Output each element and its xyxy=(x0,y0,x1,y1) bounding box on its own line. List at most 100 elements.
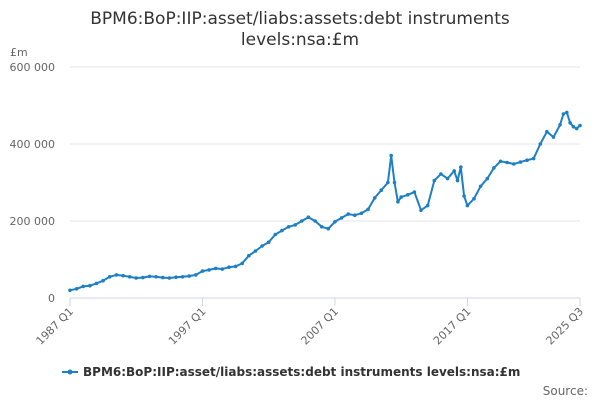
data-point[interactable] xyxy=(339,216,344,220)
x-tick-label: 1987 Q1 xyxy=(34,305,77,348)
data-point[interactable] xyxy=(389,153,394,158)
data-point[interactable] xyxy=(194,273,198,277)
data-point[interactable] xyxy=(286,225,291,229)
series-line xyxy=(68,110,582,293)
data-point[interactable] xyxy=(386,180,390,185)
data-point[interactable] xyxy=(551,135,556,139)
data-point[interactable] xyxy=(127,275,132,279)
chart-title-line-1: BPM6:BoP:IIP:asset/liabs:assets:debt ins… xyxy=(90,9,510,29)
data-point[interactable] xyxy=(545,129,549,134)
data-point[interactable] xyxy=(101,278,105,283)
data-point[interactable] xyxy=(227,265,231,270)
data-point[interactable] xyxy=(366,207,370,212)
data-point[interactable] xyxy=(485,176,490,181)
data-point[interactable] xyxy=(233,264,238,269)
data-point[interactable] xyxy=(273,232,278,237)
data-point[interactable] xyxy=(207,268,211,272)
y-axis-tick-labels: 0 200 000 400 000 600 000 xyxy=(10,61,56,305)
legend-series-label: BPM6:BoP:IIP:asset/liabs:assets:debt ins… xyxy=(83,365,520,379)
data-point[interactable] xyxy=(180,275,185,279)
grid-lines xyxy=(70,66,580,222)
data-point[interactable] xyxy=(319,225,324,229)
data-point[interactable] xyxy=(459,165,463,169)
legend[interactable]: BPM6:BoP:IIP:asset/liabs:assets:debt ins… xyxy=(62,365,520,379)
data-point[interactable] xyxy=(353,213,357,217)
data-point[interactable] xyxy=(525,158,529,162)
data-point[interactable] xyxy=(538,142,543,146)
data-point[interactable] xyxy=(88,283,92,288)
data-point[interactable] xyxy=(571,124,576,129)
data-point[interactable] xyxy=(505,160,509,165)
data-point[interactable] xyxy=(160,275,165,280)
data-point[interactable] xyxy=(114,273,119,277)
data-point[interactable] xyxy=(107,275,112,279)
data-point[interactable] xyxy=(293,223,298,227)
data-point[interactable] xyxy=(359,211,364,216)
data-point[interactable] xyxy=(578,123,582,128)
data-point[interactable] xyxy=(220,267,225,271)
data-point[interactable] xyxy=(406,193,410,197)
data-point[interactable] xyxy=(81,284,85,289)
data-point[interactable] xyxy=(174,275,178,280)
data-point[interactable] xyxy=(187,274,191,278)
data-point[interactable] xyxy=(392,180,397,185)
data-point[interactable] xyxy=(372,196,377,200)
data-point[interactable] xyxy=(300,219,304,223)
data-point[interactable] xyxy=(68,288,72,293)
data-point[interactable] xyxy=(565,110,569,115)
data-point[interactable] xyxy=(240,261,244,266)
data-point[interactable] xyxy=(531,156,536,161)
y-tick-label: 600 000 xyxy=(10,61,56,74)
data-point[interactable] xyxy=(462,194,466,198)
data-point[interactable] xyxy=(452,169,457,173)
data-point[interactable] xyxy=(213,266,218,271)
data-point[interactable] xyxy=(561,112,566,116)
data-point[interactable] xyxy=(94,281,99,286)
data-point[interactable] xyxy=(154,275,158,279)
data-point[interactable] xyxy=(379,188,384,192)
data-point[interactable] xyxy=(412,190,417,194)
data-point[interactable] xyxy=(399,195,404,199)
data-point[interactable] xyxy=(478,184,483,189)
data-point[interactable] xyxy=(280,228,284,233)
data-point[interactable] xyxy=(260,244,264,248)
data-point[interactable] xyxy=(472,196,476,201)
data-point[interactable] xyxy=(465,203,470,208)
data-point[interactable] xyxy=(558,123,562,127)
data-point[interactable] xyxy=(396,200,400,204)
data-point[interactable] xyxy=(445,176,450,181)
chart-title-line-2: levels:nsa:£m xyxy=(241,30,359,50)
data-point[interactable] xyxy=(313,219,317,223)
x-tick-label: 2007 Q1 xyxy=(299,305,342,348)
data-point[interactable] xyxy=(147,274,152,279)
data-point[interactable] xyxy=(512,162,516,166)
data-point[interactable] xyxy=(498,159,503,164)
x-axis: 1987 Q1 1997 Q1 2007 Q1 2017 Q1 2025 Q3 xyxy=(34,297,586,348)
data-point[interactable] xyxy=(568,121,572,125)
data-point[interactable] xyxy=(518,160,523,164)
data-point[interactable] xyxy=(432,178,437,183)
x-tick-label: 1997 Q1 xyxy=(166,305,209,348)
data-point[interactable] xyxy=(425,203,430,208)
data-point[interactable] xyxy=(346,212,351,216)
data-point[interactable] xyxy=(419,208,423,212)
data-point[interactable] xyxy=(200,269,205,273)
series-path xyxy=(69,111,581,292)
data-point[interactable] xyxy=(439,172,443,176)
data-point[interactable] xyxy=(121,273,125,278)
data-point[interactable] xyxy=(333,220,337,224)
data-point[interactable] xyxy=(266,240,271,244)
data-point[interactable] xyxy=(141,275,145,280)
data-point[interactable] xyxy=(74,287,79,291)
data-point[interactable] xyxy=(167,276,172,280)
data-point[interactable] xyxy=(253,249,258,253)
data-point[interactable] xyxy=(134,276,138,280)
data-point[interactable] xyxy=(326,226,331,231)
data-point[interactable] xyxy=(455,178,460,183)
data-point[interactable] xyxy=(247,253,251,258)
data-point[interactable] xyxy=(492,166,496,170)
data-point[interactable] xyxy=(306,215,311,219)
y-tick-label: 200 000 xyxy=(10,215,56,228)
data-point[interactable] xyxy=(574,126,579,131)
